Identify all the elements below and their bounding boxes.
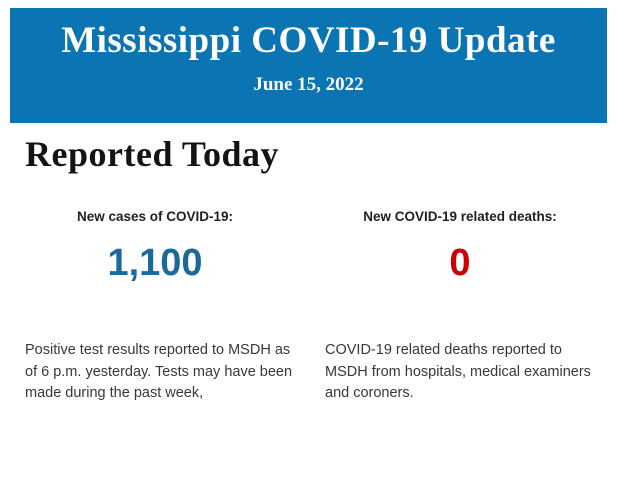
- new-cases-description: Positive test results reported to MSDH a…: [25, 342, 293, 401]
- page-title: Mississippi COVID-19 Update: [61, 20, 556, 61]
- new-deaths-description: COVID-19 related deaths reported to MSDH…: [325, 342, 591, 401]
- new-cases-value: 1,100: [107, 242, 203, 284]
- new-cases-label: New cases of COVID-19:: [76, 209, 234, 224]
- header-band: Mississippi COVID-19 Update June 15, 202…: [10, 8, 607, 123]
- section-title-reported-today: Reported Today: [25, 134, 280, 174]
- new-deaths-label: New COVID-19 related deaths:: [363, 209, 557, 224]
- report-date: June 15, 2022: [253, 74, 364, 95]
- new-deaths-value: 0: [449, 242, 471, 284]
